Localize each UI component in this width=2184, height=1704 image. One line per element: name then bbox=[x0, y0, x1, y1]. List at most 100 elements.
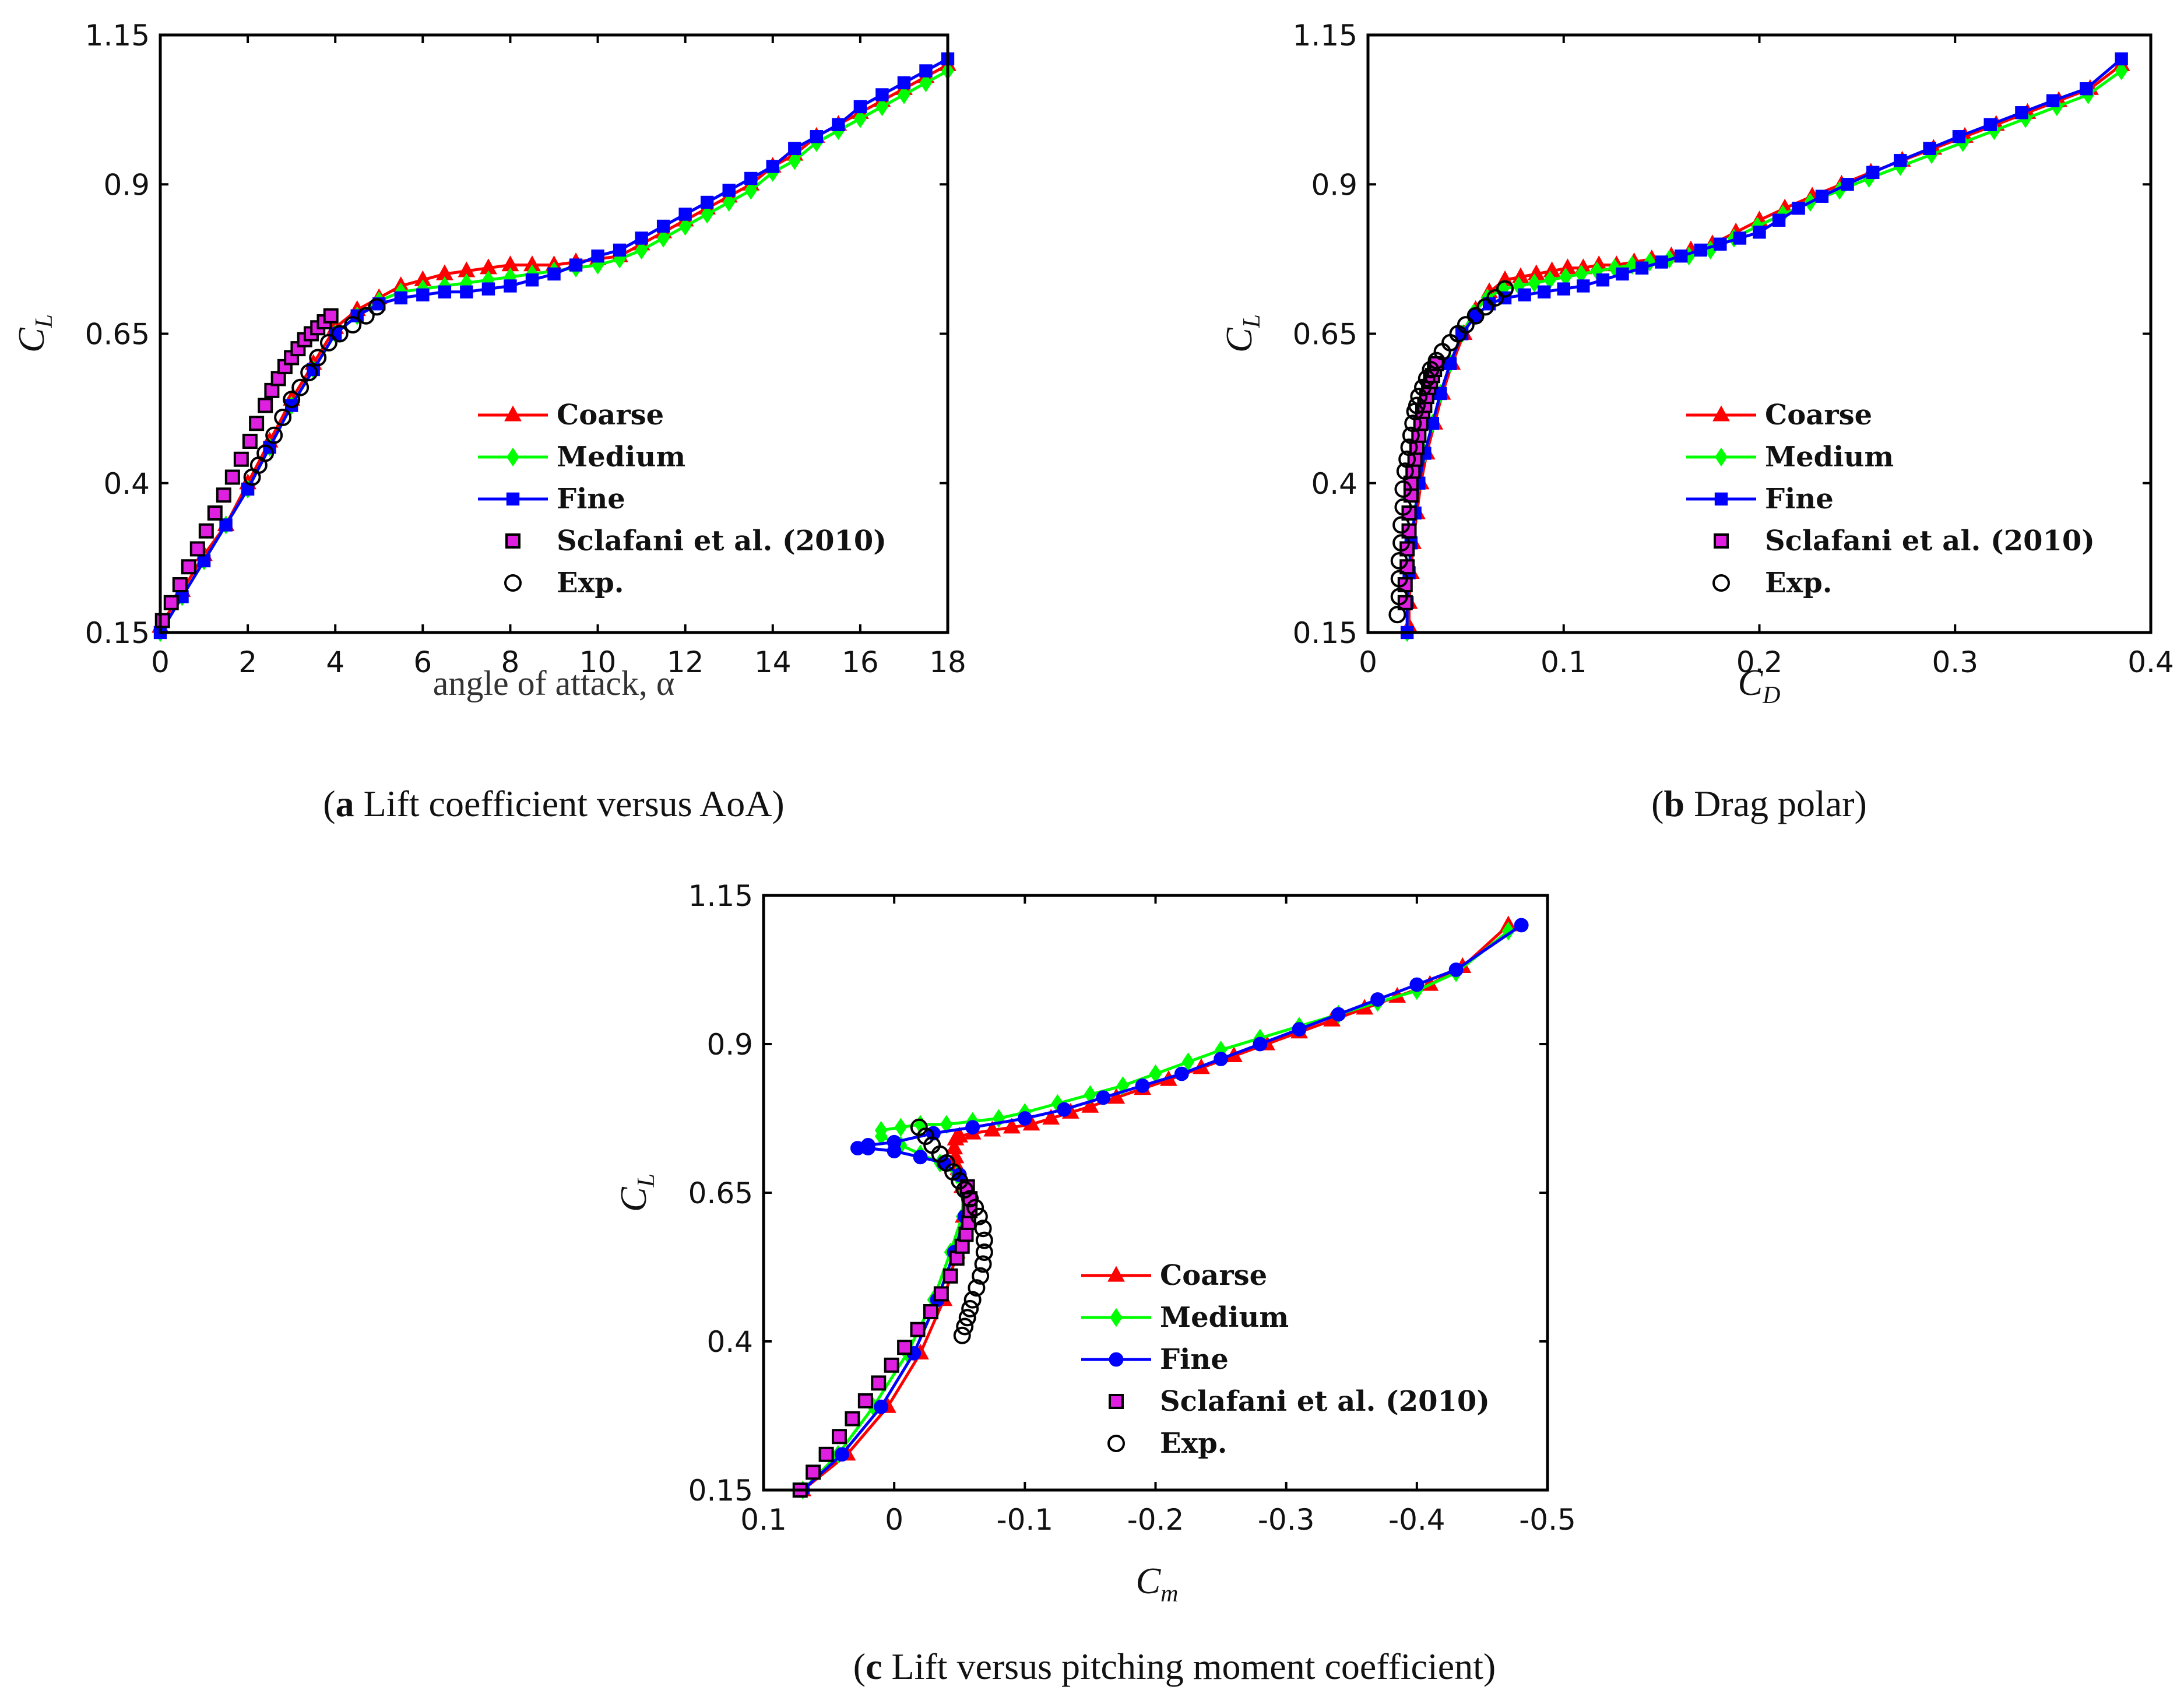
data-point bbox=[197, 554, 211, 568]
data-point bbox=[1655, 255, 1668, 269]
x-tick-label: 0.4 bbox=[2127, 645, 2174, 679]
x-tick-label: -0.1 bbox=[997, 1503, 1054, 1537]
x-tick-label: 2 bbox=[238, 645, 257, 679]
data-point bbox=[1057, 1102, 1071, 1117]
legend-marker bbox=[1109, 1394, 1124, 1409]
y-tick-label: 0.65 bbox=[688, 1176, 753, 1210]
plot-c-ylabel: CL bbox=[613, 1174, 660, 1212]
y-tick-label: 1.15 bbox=[85, 19, 150, 52]
x-tick-label: 0.1 bbox=[1541, 645, 1587, 679]
data-point bbox=[1042, 1109, 1060, 1125]
y-tick-label: 0.15 bbox=[1293, 616, 1357, 650]
legend-marker bbox=[1712, 574, 1730, 592]
data-point bbox=[1528, 273, 1541, 293]
data-point bbox=[2080, 82, 2093, 96]
plot-b-ticks: 0 0.1 0.2 0.3 0.4 0.15 0.4 0.65 0.9 1.15 bbox=[1293, 19, 2174, 679]
plot-a-ticks: 0 2 4 6 8 10 12 14 16 18 0.15 0.4 0.65 0.9 1.15 bbox=[85, 19, 966, 679]
data-point bbox=[678, 216, 692, 236]
data-point bbox=[874, 1120, 888, 1140]
data-point bbox=[965, 1120, 980, 1135]
data-point bbox=[1418, 370, 1436, 388]
data-point bbox=[1398, 450, 1416, 468]
legend-label: Exp. bbox=[1160, 1427, 1227, 1460]
data-point bbox=[163, 595, 179, 610]
data-point bbox=[970, 1207, 988, 1225]
data-point bbox=[1514, 918, 1529, 933]
data-point bbox=[910, 1322, 926, 1337]
plot-a-ylabel: CL bbox=[10, 314, 58, 353]
y-tick-label: 0.15 bbox=[85, 616, 150, 650]
data-point bbox=[1427, 352, 1446, 370]
x-tick-label: 0 bbox=[1359, 645, 1377, 679]
data-point bbox=[910, 1118, 928, 1136]
series-exp- bbox=[1388, 280, 1514, 624]
data-point bbox=[481, 282, 495, 296]
data-point bbox=[198, 523, 214, 539]
x-tick-label: 6 bbox=[413, 645, 432, 679]
data-point bbox=[1577, 279, 1590, 293]
y-tick-label: 0.9 bbox=[706, 1028, 753, 1062]
y-tick-label: 0.4 bbox=[103, 467, 150, 501]
data-point bbox=[291, 378, 310, 396]
data-point bbox=[1518, 288, 1531, 302]
data-point bbox=[1409, 977, 1425, 992]
data-point bbox=[1426, 417, 1439, 430]
data-point bbox=[835, 1447, 849, 1462]
plot-a-legend: Coarse Medium Fine Sclafani et al. (2010) Ex… bbox=[478, 399, 887, 599]
data-point bbox=[744, 171, 758, 185]
data-point bbox=[656, 219, 670, 233]
data-point bbox=[438, 285, 452, 298]
data-point bbox=[992, 1109, 1005, 1128]
data-point bbox=[265, 426, 283, 444]
data-point bbox=[678, 208, 692, 221]
x-tick-label: 14 bbox=[754, 645, 792, 679]
plot-c-ticks: 0.1 0 -0.1 -0.2 -0.3 -0.4 -0.5 0.15 0.4 0.65 0.9 1.… bbox=[688, 879, 1576, 1537]
data-point bbox=[1135, 1078, 1150, 1093]
legend-label: Fine bbox=[1160, 1343, 1229, 1376]
legend-entry-fine: Fine bbox=[1686, 483, 1834, 515]
legend-marker bbox=[504, 574, 522, 592]
data-point bbox=[219, 518, 233, 532]
data-point bbox=[1923, 142, 1936, 155]
y-tick-label: 0.4 bbox=[706, 1325, 753, 1359]
legend-entry-exp: Exp. bbox=[1107, 1427, 1227, 1460]
data-point bbox=[330, 325, 349, 343]
data-point bbox=[1017, 1111, 1032, 1126]
plot-c-legend: Coarse Medium Fine Sclafani et al. (2010) Ex… bbox=[1081, 1259, 1490, 1460]
legend-label: Coarse bbox=[557, 399, 664, 431]
plot-b-data-layer bbox=[1388, 52, 2130, 642]
data-point bbox=[1408, 396, 1426, 414]
data-point bbox=[1081, 1097, 1099, 1113]
data-point bbox=[1390, 552, 1408, 570]
x-tick-label: 12 bbox=[667, 645, 704, 679]
panel-a-lift-vs-aoa: 0 2 4 6 8 10 12 14 16 18 0.15 0.4 0.65 0.9 1.15 angle … bbox=[10, 19, 966, 702]
data-point bbox=[1501, 921, 1515, 941]
data-point bbox=[933, 1286, 949, 1302]
data-point bbox=[547, 267, 561, 281]
legend-label: Coarse bbox=[1160, 1259, 1267, 1292]
data-point bbox=[1616, 267, 1629, 281]
y-tick-label: 0.65 bbox=[1293, 318, 1357, 352]
data-point bbox=[913, 1150, 928, 1165]
data-point bbox=[966, 1199, 984, 1217]
legend-marker bbox=[1107, 1266, 1125, 1282]
legend-marker bbox=[506, 492, 520, 506]
plot-c-ylabel-text: CL bbox=[613, 1174, 660, 1212]
legend-label: Medium bbox=[1765, 441, 1894, 473]
x-tick-label: 0 bbox=[885, 1503, 903, 1537]
data-point bbox=[1390, 588, 1408, 606]
y-tick-label: 0.65 bbox=[85, 318, 150, 352]
legend-label: Fine bbox=[557, 483, 625, 515]
plot-c-xlabel: Cm bbox=[1135, 1560, 1178, 1607]
data-point bbox=[216, 487, 231, 503]
data-point bbox=[818, 1446, 834, 1462]
data-point bbox=[945, 1139, 963, 1155]
y-tick-label: 0.9 bbox=[1311, 168, 1357, 202]
legend-label: Coarse bbox=[1765, 399, 1872, 431]
data-point bbox=[974, 1220, 992, 1238]
data-point bbox=[1486, 289, 1504, 307]
data-point bbox=[975, 1231, 993, 1249]
caption-b-text: Drag polar bbox=[1684, 783, 1854, 824]
data-point bbox=[1714, 237, 1727, 251]
data-point bbox=[1253, 1037, 1268, 1052]
